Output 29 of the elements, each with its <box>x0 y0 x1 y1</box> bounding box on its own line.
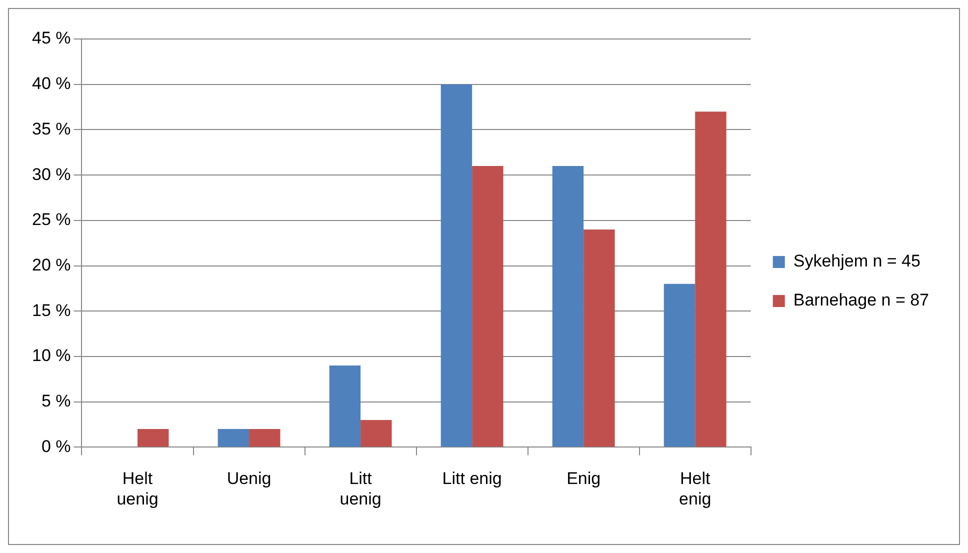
legend-label: Sykehjem n = 45 <box>793 252 920 271</box>
y-tick-label: 45 % <box>32 28 71 48</box>
bar <box>329 366 361 447</box>
y-tick-label: 5 % <box>41 392 71 411</box>
x-tick-label: Litt uenig <box>340 469 382 508</box>
y-tick-label: 15 % <box>32 300 71 320</box>
bar <box>695 112 726 447</box>
bar <box>664 284 696 447</box>
y-tick-label: 20 % <box>32 255 71 274</box>
x-tick-label: Enig <box>566 469 601 488</box>
x-tick-label: Helt enig <box>679 469 712 508</box>
bar <box>472 166 504 447</box>
bar <box>584 229 615 447</box>
bar <box>218 429 250 447</box>
y-tick-label: 0 % <box>41 436 71 456</box>
y-tick-label: 10 % <box>32 346 71 366</box>
bar <box>360 420 392 447</box>
bar <box>440 84 472 447</box>
legend-label: Barnehage n = 87 <box>793 290 930 310</box>
x-tick-label: Helt uenig <box>116 469 158 508</box>
y-tick-label: 30 % <box>32 164 71 184</box>
y-tick-label: 25 % <box>32 210 71 230</box>
x-tick-label: Litt enig <box>442 469 502 488</box>
bar <box>249 429 280 447</box>
bar <box>552 166 584 447</box>
y-tick-label: 35 % <box>32 119 71 138</box>
bar <box>138 429 169 447</box>
y-tick-label: 40 % <box>32 74 71 94</box>
x-tick-label: Uenig <box>226 469 272 488</box>
